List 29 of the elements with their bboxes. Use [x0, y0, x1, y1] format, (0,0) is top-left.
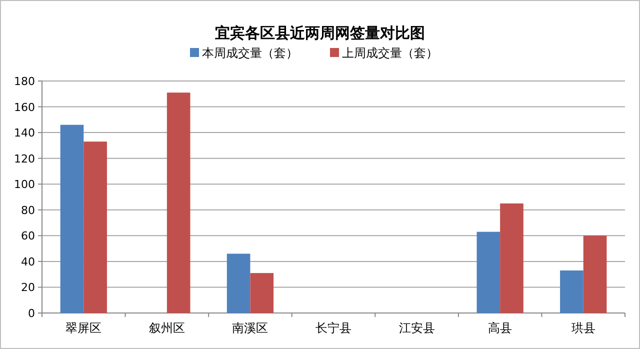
- y-tick-label: 100: [14, 178, 35, 192]
- bar: [500, 203, 524, 313]
- x-tick-label: 翠屏区: [66, 321, 102, 335]
- y-tick-label: 160: [14, 100, 35, 114]
- y-tick-label: 0: [28, 307, 35, 320]
- legend-label: 本周成交量（套）: [202, 46, 298, 60]
- y-tick-label: 40: [21, 255, 35, 268]
- bar: [476, 232, 500, 313]
- chart-title: 宜宾各区县近两周网签量对比图: [215, 24, 425, 42]
- bar: [60, 124, 84, 313]
- x-tick-label: 叙州区: [148, 321, 185, 335]
- y-tick-label: 20: [21, 281, 35, 294]
- x-tick-label: 珙县: [571, 321, 596, 335]
- bar: [226, 254, 250, 313]
- bar: [166, 92, 190, 313]
- y-tick-label: 80: [21, 204, 35, 217]
- legend-label: 上周成交量（套）: [342, 46, 438, 60]
- bar: [250, 273, 274, 313]
- y-tick-label: 180: [14, 75, 35, 88]
- bar: [583, 236, 607, 313]
- y-tick-label: 120: [14, 152, 35, 166]
- y-tick-label: 140: [14, 126, 35, 140]
- x-tick-label: 长宁县: [316, 321, 352, 335]
- bar: [560, 270, 584, 313]
- y-tick-label: 60: [21, 230, 35, 243]
- x-tick-label: 江安县: [398, 321, 435, 335]
- x-tick-label: 南溪区: [232, 321, 268, 335]
- x-tick-label: 高县: [488, 321, 512, 335]
- bar: [84, 142, 107, 313]
